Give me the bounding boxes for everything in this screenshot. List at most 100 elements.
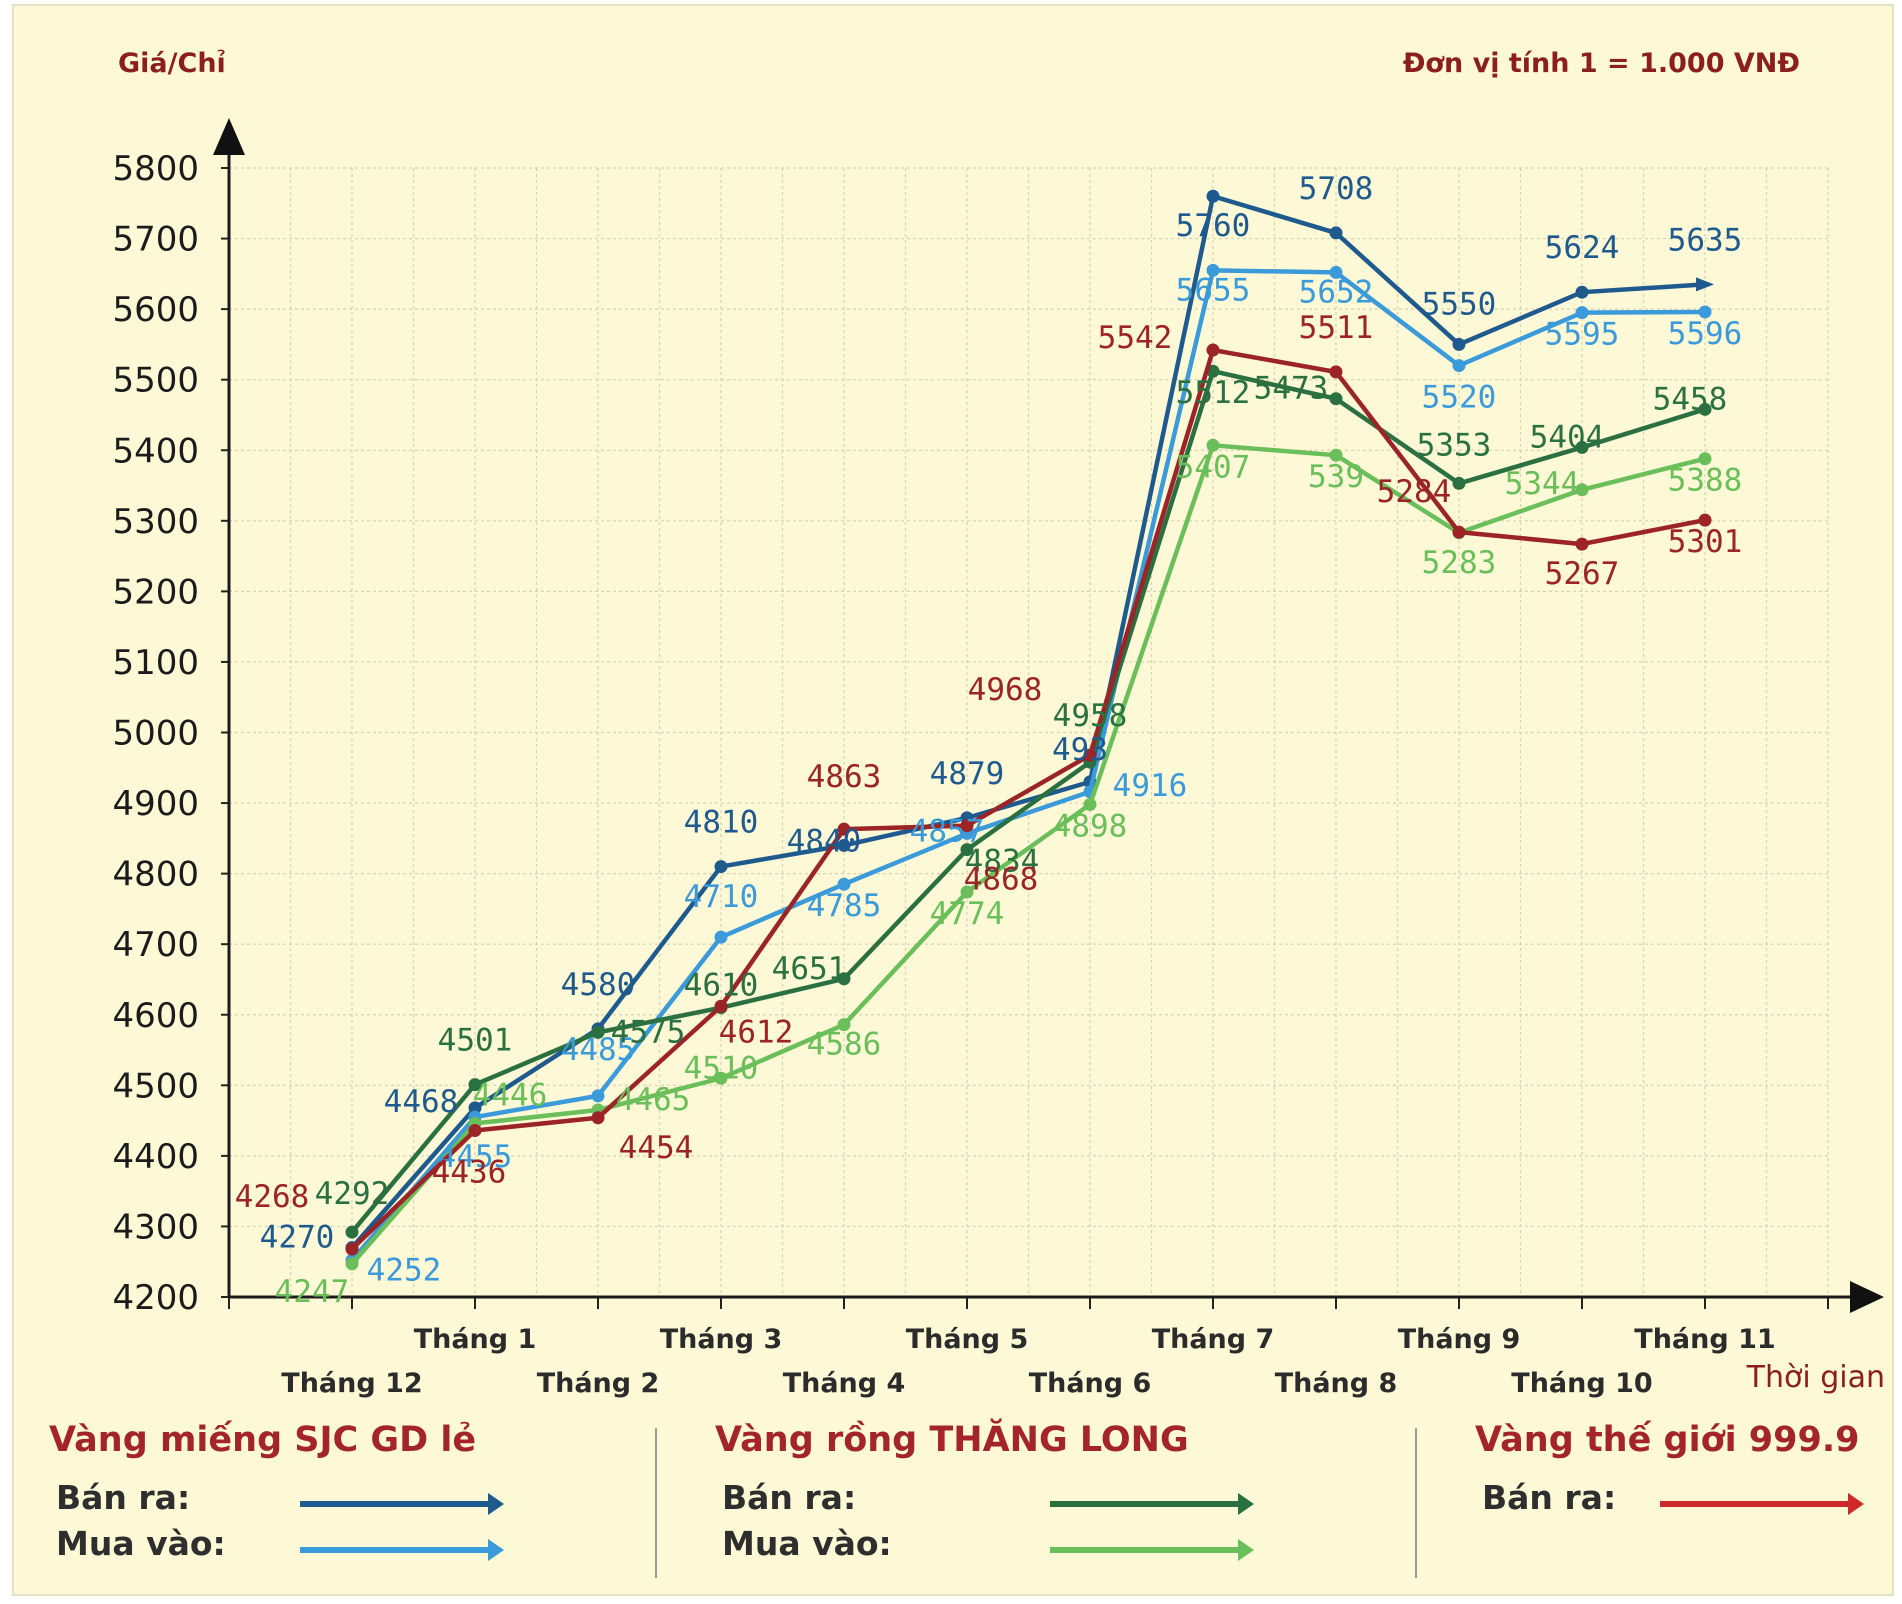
legend-group: Vàng miếng SJC GD lẻ Bán ra: Mua vào:: [44, 1400, 664, 1600]
data-point: [1575, 285, 1589, 299]
data-label: 4501: [438, 1023, 513, 1059]
data-point: [1329, 226, 1343, 240]
data-label: 5652: [1299, 274, 1374, 310]
data-label: 4834: [965, 844, 1040, 880]
data-label: 4810: [684, 805, 759, 841]
legend-group: Vàng rồng THĂNG LONG Bán ra: Mua vào:: [710, 1400, 1330, 1600]
data-label: 4465: [616, 1082, 691, 1118]
data-label: 5404: [1530, 419, 1605, 455]
data-label: 5760: [1176, 208, 1251, 244]
data-label: 4575: [611, 1014, 686, 1050]
data-label: 4879: [930, 756, 1005, 792]
data-label: 539: [1308, 459, 1364, 495]
data-label: 5267: [1545, 556, 1620, 592]
data-point: [1698, 305, 1712, 319]
data-label: 493: [1052, 732, 1108, 768]
data-label: 4510: [684, 1050, 759, 1086]
data-label: 5542: [1098, 320, 1173, 356]
data-point: [1083, 748, 1097, 762]
data-point: [1452, 476, 1466, 490]
x-axis-title: Thời gian: [1746, 1360, 1885, 1395]
data-point: [1329, 365, 1343, 379]
data-label: 4840: [787, 823, 862, 859]
data-point: [714, 999, 728, 1013]
data-label: 4868: [964, 862, 1039, 898]
data-point: [345, 1257, 359, 1271]
x-axis-arrow: [1850, 1281, 1884, 1313]
data-point: [1575, 483, 1589, 497]
data-point: [837, 838, 851, 852]
data-label: 5473: [1254, 371, 1329, 407]
data-label: 5301: [1668, 524, 1743, 560]
x-tick-label: Tháng 1: [414, 1324, 537, 1355]
y-tick-label: 4400: [112, 1137, 199, 1177]
data-point: [1698, 513, 1712, 527]
data-label: 4580: [561, 967, 636, 1003]
data-label: 4268: [235, 1179, 310, 1215]
data-point: [1206, 263, 1220, 277]
data-label: 4292: [315, 1176, 390, 1212]
data-label: 5407: [1176, 449, 1251, 485]
data-point: [1698, 402, 1712, 416]
data-point: [468, 1101, 482, 1115]
data-point: [1083, 797, 1097, 811]
data-label: 4270: [260, 1220, 335, 1256]
data-point: [468, 1078, 482, 1092]
y-tick-label: 5500: [112, 361, 199, 401]
x-tick-label: Tháng 3: [660, 1324, 783, 1355]
x-tick-label: Tháng 11: [1634, 1324, 1775, 1355]
x-tick-label: Tháng 6: [1029, 1368, 1152, 1399]
chart-frame: [12, 4, 1894, 1596]
series: [345, 189, 1714, 1271]
x-tick-label: Tháng 8: [1275, 1368, 1398, 1399]
data-point: [1696, 277, 1714, 292]
data-label: 5511: [1299, 310, 1374, 346]
x-tick-label: Tháng 7: [1152, 1324, 1275, 1355]
legend-arrow-icon: [1660, 1493, 1864, 1515]
y-tick-label: 5200: [112, 572, 199, 612]
legend-group-title: Vàng rồng THĂNG LONG: [715, 1420, 1189, 1460]
x-tick-label: Tháng 9: [1398, 1324, 1521, 1355]
data-label: 4710: [684, 879, 759, 915]
data-point: [960, 843, 974, 857]
data-point: [714, 860, 728, 874]
axes: 4200 4300 4400 4500 4600 4700 4800 4900 5000 5100…: [112, 118, 1884, 1399]
data-point: [468, 1123, 482, 1137]
data-point: [837, 1018, 851, 1032]
data-point: [591, 1089, 605, 1103]
y-tick-label: 5700: [112, 220, 199, 260]
data-label: 5596: [1668, 316, 1743, 352]
data-label: 4454: [619, 1130, 694, 1166]
unit-note: Đơn vị tính 1 = 1.000 VNĐ: [1403, 48, 1800, 79]
y-tick-label: 4700: [112, 925, 199, 965]
data-label: 5353: [1417, 427, 1492, 463]
data-label: 5284: [1377, 474, 1452, 510]
legend-row-label: Bán ra:: [56, 1478, 191, 1517]
data-label: 4612: [719, 1014, 794, 1050]
y-tick-label: 4900: [112, 784, 199, 824]
x-tick-label: Tháng 5: [906, 1324, 1029, 1355]
data-point: [1452, 337, 1466, 351]
data-label: 4785: [807, 888, 882, 924]
legend-separator: [1415, 1428, 1417, 1578]
y-tick-label: 4500: [112, 1066, 199, 1106]
y-tick-label: 4300: [112, 1207, 199, 1247]
data-label: 5520: [1422, 380, 1497, 416]
x-tick-label: Tháng 10: [1511, 1368, 1652, 1399]
data-label: 4863: [807, 759, 882, 795]
legend-separator: [655, 1428, 657, 1578]
data-point: [714, 930, 728, 944]
data-label: 4968: [968, 672, 1043, 708]
series-line: [350, 347, 1706, 1251]
y-tick-label: 4600: [112, 996, 199, 1036]
legend-arrow-icon: [300, 1493, 504, 1515]
data-label: 4586: [807, 1027, 882, 1063]
data-label: 4468: [384, 1084, 459, 1120]
data-label: 4651: [772, 951, 847, 987]
data-label: 5708: [1299, 171, 1374, 207]
data-labels: 4270 4468 4580 4810 4840 4879 493 5760 5708 5550 5…: [235, 171, 1743, 1310]
legend-arrow-icon: [1050, 1493, 1254, 1515]
data-point: [1329, 265, 1343, 279]
data-point: [1206, 343, 1220, 357]
data-label: 5624: [1545, 230, 1620, 266]
